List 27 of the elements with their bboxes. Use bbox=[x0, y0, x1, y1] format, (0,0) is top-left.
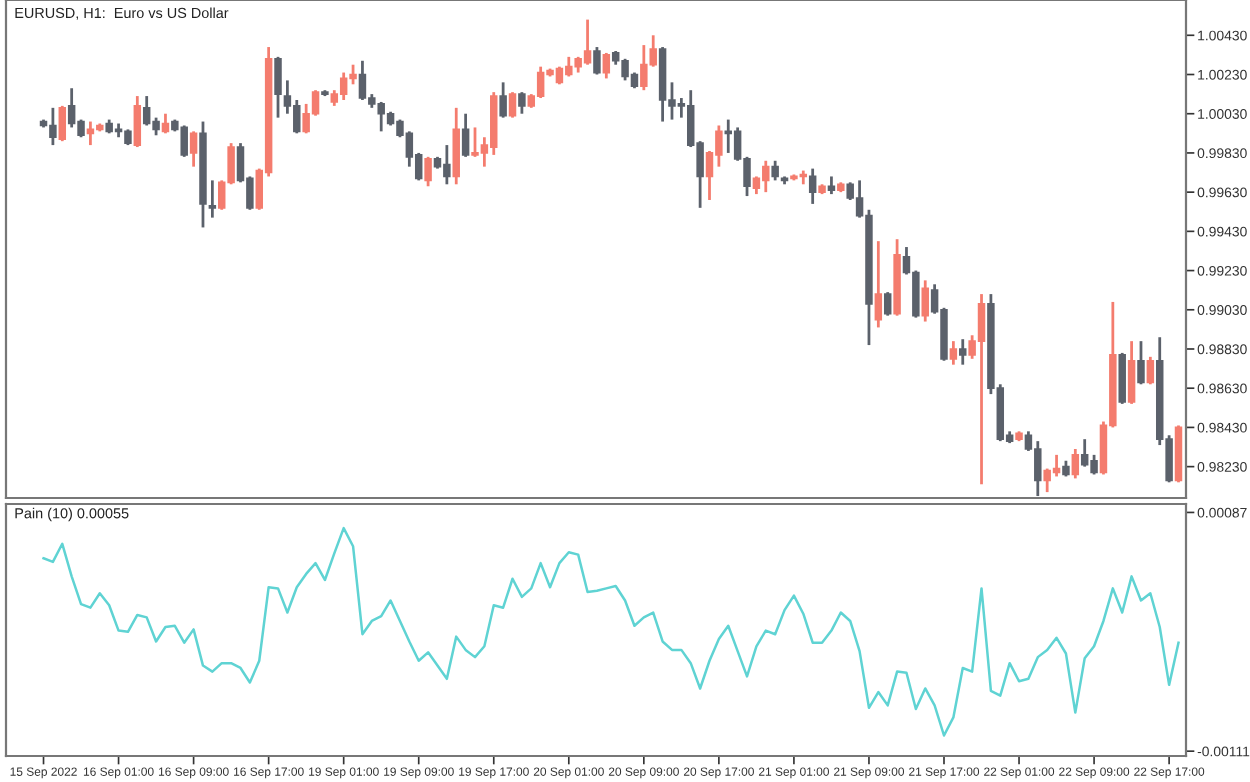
candlestick bbox=[921, 278, 929, 323]
candlestick bbox=[58, 104, 67, 143]
candlestick bbox=[1146, 355, 1155, 386]
candlestick bbox=[499, 80, 507, 120]
candlestick bbox=[602, 51, 611, 80]
candlestick bbox=[274, 55, 282, 120]
candlestick bbox=[1127, 339, 1136, 406]
candlestick bbox=[461, 112, 470, 159]
line-series bbox=[42, 526, 1180, 737]
candlestick bbox=[518, 90, 526, 116]
candlestick bbox=[874, 239, 883, 329]
candlestick bbox=[1137, 339, 1145, 386]
candlestick bbox=[949, 339, 958, 367]
candlestick bbox=[208, 178, 217, 220]
candlestick bbox=[189, 129, 198, 169]
candlestick bbox=[508, 90, 517, 120]
candlestick bbox=[883, 290, 892, 318]
candlestick bbox=[808, 167, 817, 206]
candlestick bbox=[424, 155, 432, 188]
candlestick bbox=[452, 106, 460, 186]
candlestick bbox=[1118, 351, 1126, 406]
candlestick bbox=[959, 337, 967, 367]
candlestick bbox=[161, 112, 170, 135]
candlestick bbox=[1071, 447, 1080, 480]
candlestick bbox=[771, 159, 779, 182]
candlestick bbox=[593, 45, 601, 76]
candlestick bbox=[133, 94, 142, 149]
